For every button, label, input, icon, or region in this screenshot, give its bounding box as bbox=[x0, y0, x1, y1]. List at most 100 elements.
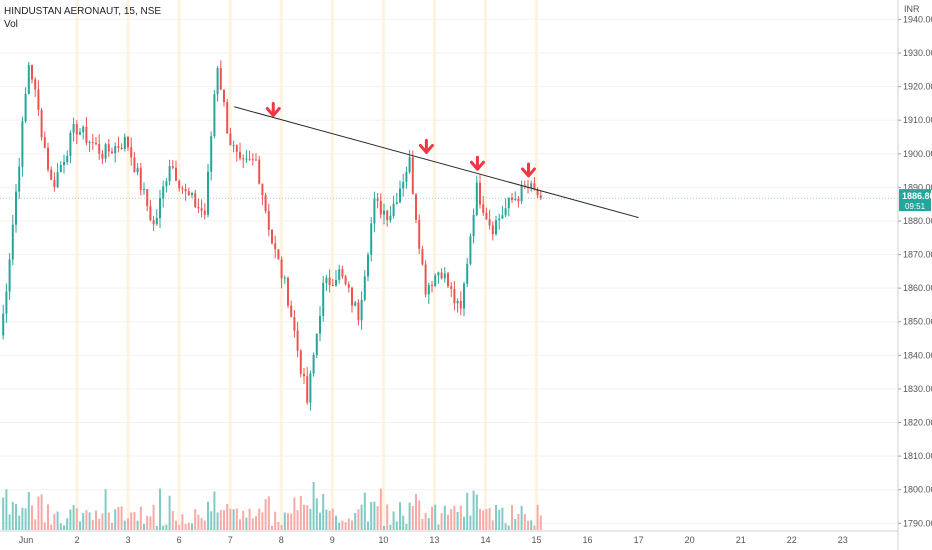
candle-body bbox=[213, 94, 216, 137]
candle-body bbox=[152, 220, 155, 225]
volume-bar bbox=[511, 505, 513, 530]
volume-bar bbox=[127, 518, 129, 530]
volume-bar bbox=[72, 505, 75, 530]
candle-body bbox=[95, 142, 97, 144]
candle-body bbox=[312, 354, 315, 374]
price-tick-label: 1930.00 bbox=[903, 48, 932, 58]
volume-bar bbox=[315, 498, 318, 530]
volume-bar bbox=[200, 518, 203, 530]
price-tick-label: 1820.00 bbox=[903, 418, 932, 428]
candle-body bbox=[351, 287, 353, 306]
candle-body bbox=[495, 220, 497, 235]
candle-body bbox=[37, 89, 40, 110]
trendline[interactable] bbox=[234, 106, 639, 219]
candle-body bbox=[335, 279, 337, 286]
candle-body bbox=[8, 259, 11, 292]
candle-body bbox=[194, 193, 197, 207]
candle-body bbox=[453, 288, 456, 304]
session-start-band bbox=[126, 0, 130, 530]
time-tick-label: 13 bbox=[429, 535, 439, 545]
candle-body bbox=[232, 145, 235, 147]
time-axis[interactable]: Jun 2 3 6 7 8 9 10 13 14 15 16 17 20 21 22 23 bbox=[0, 530, 898, 545]
candle-body bbox=[357, 302, 360, 321]
candle-body bbox=[245, 158, 248, 160]
price-axis[interactable]: 1790.00 1800.00 1810.00 1820.00 1830.00 1840.… bbox=[897, 0, 932, 550]
candle-body bbox=[203, 210, 206, 215]
time-tick-label: Jun bbox=[19, 535, 34, 545]
volume-bar bbox=[450, 509, 453, 530]
last-price-value: 1886.80 bbox=[902, 191, 932, 201]
candle-body bbox=[536, 189, 539, 196]
volume-bar bbox=[277, 521, 280, 530]
price-tick-label: 1830.00 bbox=[903, 384, 932, 394]
candle-body bbox=[411, 157, 414, 195]
candle-body bbox=[319, 316, 321, 334]
volume-bar bbox=[162, 525, 165, 530]
volume-bar bbox=[491, 520, 494, 530]
volume-bar bbox=[520, 505, 523, 530]
candle-body bbox=[437, 272, 440, 276]
volume-bar bbox=[251, 518, 254, 530]
volume-bar bbox=[24, 508, 27, 530]
volume-bar bbox=[255, 516, 257, 530]
time-tick-label: 8 bbox=[279, 535, 284, 545]
volume-bar bbox=[261, 512, 264, 530]
candle-body bbox=[98, 143, 101, 154]
volume-bar bbox=[149, 516, 152, 530]
volume-bar bbox=[133, 511, 136, 530]
volume-bar bbox=[322, 494, 325, 530]
candle-body bbox=[367, 254, 369, 277]
time-tick-label: 22 bbox=[787, 535, 797, 545]
price-tick-label: 1900.00 bbox=[903, 149, 932, 159]
volume-bar bbox=[248, 508, 251, 530]
time-tick-label: 6 bbox=[177, 535, 182, 545]
candle-body bbox=[415, 194, 417, 220]
price-tick-label: 1910.00 bbox=[903, 115, 932, 125]
price-tick-label: 1880.00 bbox=[903, 216, 932, 226]
candle-body bbox=[239, 151, 241, 159]
candle-body bbox=[136, 168, 139, 173]
time-tick-label: 23 bbox=[838, 535, 848, 545]
volume-bar bbox=[34, 519, 37, 530]
candle-body bbox=[127, 136, 129, 148]
volume-bar bbox=[165, 524, 168, 530]
volume-bar bbox=[107, 512, 110, 530]
volume-bar bbox=[363, 492, 366, 530]
volume-bar bbox=[319, 512, 321, 530]
volume-bar bbox=[283, 512, 286, 530]
volume-bar bbox=[306, 505, 309, 530]
volume-bar bbox=[232, 509, 235, 530]
candle-body bbox=[104, 144, 107, 159]
candle-body bbox=[379, 200, 382, 215]
volume-bar bbox=[216, 512, 219, 530]
volume-bar bbox=[383, 525, 385, 530]
volume-bar bbox=[191, 523, 193, 530]
time-tick-label: 21 bbox=[736, 535, 746, 545]
candle-body bbox=[187, 191, 190, 196]
volume-bar bbox=[159, 488, 161, 530]
volume-bar bbox=[354, 513, 357, 530]
price-tick-label: 1870.00 bbox=[903, 250, 932, 260]
volume-bar bbox=[168, 495, 171, 530]
candle-body bbox=[258, 159, 261, 184]
candle-body bbox=[255, 159, 257, 161]
time-tick-label: 3 bbox=[126, 535, 131, 545]
time-tick-label: 9 bbox=[330, 535, 335, 545]
candle-body bbox=[210, 136, 213, 172]
volume-bar bbox=[40, 494, 43, 530]
volume-bar bbox=[325, 509, 328, 530]
candle-body bbox=[184, 189, 187, 192]
candle-body bbox=[287, 277, 289, 306]
volume-bar bbox=[309, 508, 312, 530]
volume-bar bbox=[120, 506, 123, 530]
volume-bar bbox=[389, 524, 392, 530]
volume-bar bbox=[271, 525, 273, 530]
volume-bar bbox=[347, 518, 350, 530]
candle-body bbox=[347, 284, 350, 288]
candle-body bbox=[200, 208, 203, 211]
symbol-title[interactable]: HINDUSTAN AERONAUT, 15, NSE bbox=[4, 6, 161, 17]
down-arrow-icon bbox=[418, 138, 434, 154]
candle-body bbox=[514, 198, 517, 200]
